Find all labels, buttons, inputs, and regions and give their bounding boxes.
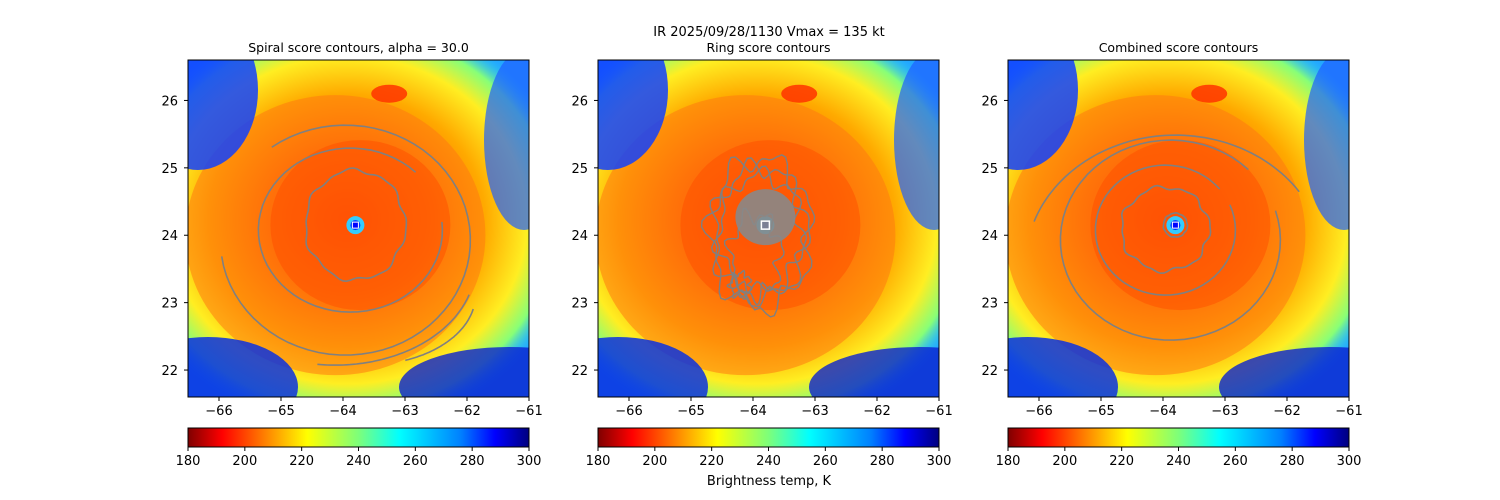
y-tick-label: 25 bbox=[161, 162, 178, 177]
colorbar-tick-label: 180 bbox=[176, 454, 201, 469]
colorbar-tick-label: 260 bbox=[403, 454, 428, 469]
colorbar-tick-label: 280 bbox=[1280, 454, 1305, 469]
figure-suptitle: IR 2025/09/28/1130 Vmax = 135 kt bbox=[653, 25, 884, 40]
axes-frame bbox=[597, 59, 940, 398]
colorbar-tick-label: 220 bbox=[1109, 454, 1134, 469]
center-marker bbox=[351, 221, 359, 229]
y-tick-label: 22 bbox=[161, 364, 178, 379]
axes-frame bbox=[1007, 59, 1350, 398]
y-tick-label: 24 bbox=[981, 229, 998, 244]
colorbar-tick-label: 260 bbox=[1223, 454, 1248, 469]
colorbar-tick-label: 220 bbox=[289, 454, 314, 469]
colorbar-tick-label: 200 bbox=[232, 454, 257, 469]
y-tick-label: 22 bbox=[981, 364, 998, 379]
x-tick-label: −65 bbox=[267, 404, 294, 419]
colorbar: 180 200 220 240 260 280 300 bbox=[996, 427, 1362, 469]
x-tick-label: −64 bbox=[329, 404, 356, 419]
panel-2: Ring score contours −66 −65 −64 −63 −62 −61 22 2… bbox=[571, 40, 952, 469]
colorbar: 180 200 220 240 260 280 300 bbox=[586, 427, 952, 469]
y-tick-label: 24 bbox=[161, 229, 178, 244]
score-contours bbox=[220, 124, 474, 366]
colorbar-tick-label: 180 bbox=[586, 454, 611, 469]
colorbar-tick-label: 280 bbox=[460, 454, 485, 469]
y-tick-label: 26 bbox=[981, 94, 998, 109]
x-tick-label: −65 bbox=[1087, 404, 1114, 419]
x-tick-label: −63 bbox=[801, 404, 828, 419]
colorbar-tick-label: 220 bbox=[699, 454, 724, 469]
panel-3: Combined score contours −66 −65 −64 −63 −62 −6… bbox=[981, 40, 1362, 469]
colorbar-tick-label: 300 bbox=[927, 454, 952, 469]
colorbar-tick-label: 240 bbox=[1166, 454, 1191, 469]
brightness-temp-image bbox=[188, 60, 529, 397]
colorbar-tick-label: 180 bbox=[996, 454, 1021, 469]
axes-frame bbox=[187, 59, 530, 398]
x-tick-label: −66 bbox=[615, 404, 642, 419]
x-tick-label: −62 bbox=[863, 404, 890, 419]
colorbar-tick-label: 260 bbox=[813, 454, 838, 469]
y-tick-label: 23 bbox=[571, 297, 588, 312]
colorbar-tick-label: 200 bbox=[1052, 454, 1077, 469]
x-tick-label: −63 bbox=[391, 404, 418, 419]
y-tick-label: 26 bbox=[161, 94, 178, 109]
score-contours bbox=[1033, 134, 1300, 341]
y-tick-label: 23 bbox=[161, 297, 178, 312]
panel-title: Ring score contours bbox=[706, 40, 830, 55]
colorbar-label: Brightness temp, K bbox=[707, 474, 832, 489]
center-marker bbox=[760, 220, 771, 230]
colorbar-tick-label: 280 bbox=[870, 454, 895, 469]
colorbar-tick-label: 300 bbox=[1337, 454, 1362, 469]
y-tick-label: 25 bbox=[981, 162, 998, 177]
x-tick-label: −62 bbox=[453, 404, 480, 419]
colorbar-tick-label: 200 bbox=[642, 454, 667, 469]
panel-title: Combined score contours bbox=[1099, 40, 1259, 55]
y-tick-label: 22 bbox=[571, 364, 588, 379]
colorbar-tick-label: 240 bbox=[346, 454, 371, 469]
y-tick-label: 23 bbox=[981, 297, 998, 312]
x-tick-label: −61 bbox=[925, 404, 952, 419]
panel-title: Spiral score contours, alpha = 30.0 bbox=[248, 40, 469, 55]
x-tick-label: −63 bbox=[1211, 404, 1238, 419]
y-tick-label: 24 bbox=[571, 229, 588, 244]
y-tick-label: 25 bbox=[571, 162, 588, 177]
x-tick-label: −66 bbox=[205, 404, 232, 419]
x-tick-label: −64 bbox=[739, 404, 766, 419]
brightness-temp-image bbox=[1008, 60, 1349, 397]
colorbar-tick-label: 300 bbox=[517, 454, 542, 469]
colorbar: 180 200 220 240 260 280 300 bbox=[176, 427, 542, 469]
x-tick-label: −65 bbox=[677, 404, 704, 419]
x-tick-label: −66 bbox=[1025, 404, 1052, 419]
x-tick-label: −62 bbox=[1273, 404, 1300, 419]
x-tick-label: −61 bbox=[1335, 404, 1362, 419]
x-tick-label: −61 bbox=[515, 404, 542, 419]
y-tick-label: 26 bbox=[571, 94, 588, 109]
x-tick-label: −64 bbox=[1149, 404, 1176, 419]
colorbar-tick-label: 240 bbox=[756, 454, 781, 469]
center-marker bbox=[1171, 221, 1179, 229]
score-contours bbox=[700, 154, 816, 318]
panel-1: Spiral score contours, alpha = 30.0 −66 −6… bbox=[161, 40, 542, 469]
